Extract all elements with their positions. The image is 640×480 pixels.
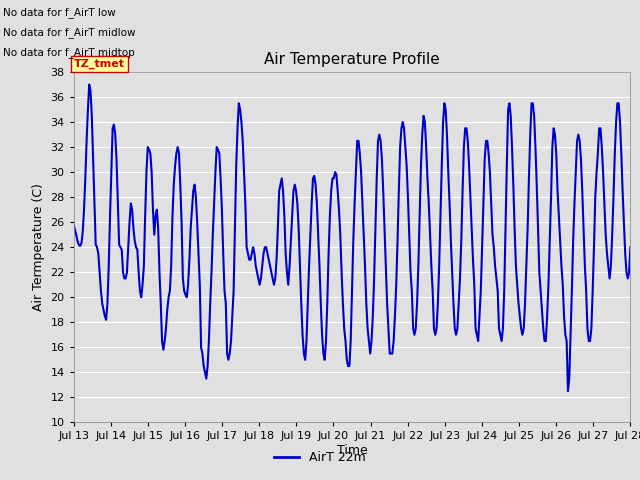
X-axis label: Time: Time [337, 444, 367, 457]
Y-axis label: Air Termperature (C): Air Termperature (C) [32, 183, 45, 311]
Text: No data for f_AirT midtop: No data for f_AirT midtop [3, 48, 135, 59]
Legend: AirT 22m: AirT 22m [269, 446, 371, 469]
Title: Air Temperature Profile: Air Temperature Profile [264, 52, 440, 67]
Text: No data for f_AirT midlow: No data for f_AirT midlow [3, 27, 136, 38]
Text: TZ_tmet: TZ_tmet [74, 59, 125, 70]
Text: No data for f_AirT low: No data for f_AirT low [3, 7, 116, 18]
